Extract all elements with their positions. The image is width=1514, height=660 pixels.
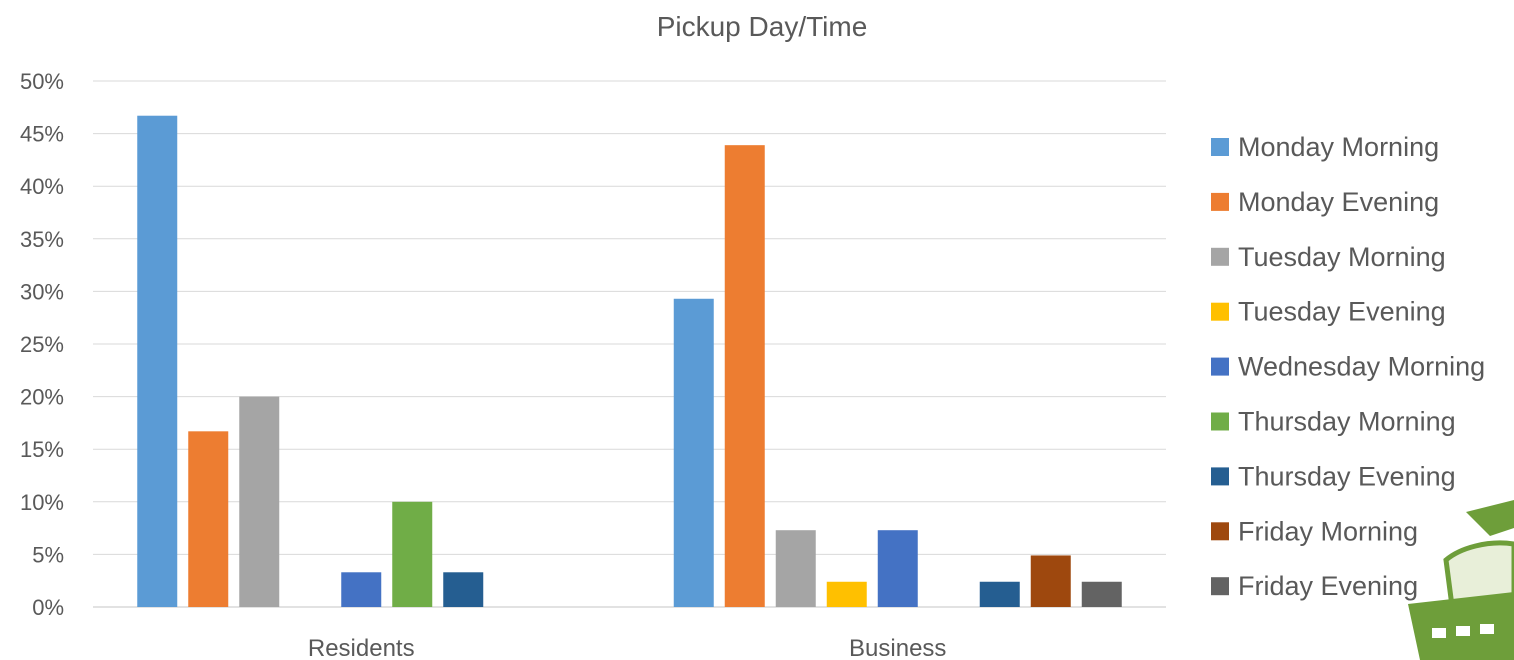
category-label: Business: [849, 635, 946, 660]
legend-label: Thursday Evening: [1238, 461, 1456, 491]
legend-swatch: [1211, 302, 1229, 321]
y-tick-label: 30%: [20, 279, 64, 304]
legend-label: Thursday Morning: [1238, 407, 1456, 437]
bar: [188, 431, 229, 607]
shopping-basket-icon: [1408, 500, 1514, 660]
y-tick-label: 10%: [20, 490, 64, 515]
bar: [877, 530, 918, 607]
bar: [137, 115, 178, 607]
y-tick-label: 15%: [20, 437, 64, 462]
legend-swatch: [1211, 357, 1229, 376]
legend-swatch: [1211, 412, 1229, 431]
bar: [1030, 555, 1071, 607]
legend-label: Monday Morning: [1238, 132, 1439, 162]
legend-label: Tuesday Morning: [1238, 242, 1446, 272]
bar: [673, 298, 714, 607]
legend: Monday Morning Monday Evening Tuesday Morn…: [1211, 132, 1485, 601]
legend-label: Tuesday Evening: [1238, 297, 1446, 327]
bar: [724, 145, 765, 607]
bar: [775, 530, 816, 607]
category-label: Residents: [308, 635, 415, 660]
bar: [239, 396, 280, 607]
bar: [979, 581, 1020, 607]
y-tick-label: 35%: [20, 227, 64, 252]
y-tick-label: 50%: [20, 69, 64, 94]
legend-label: Monday Evening: [1238, 187, 1439, 217]
y-tick-label: 40%: [20, 174, 64, 199]
y-tick-label: 0%: [32, 595, 64, 620]
y-tick-label: 5%: [32, 542, 64, 567]
bar: [443, 572, 484, 607]
legend-swatch: [1211, 522, 1229, 541]
y-tick-label: 25%: [20, 332, 64, 357]
legend-swatch: [1211, 577, 1229, 596]
legend-swatch: [1211, 467, 1229, 486]
legend-label: Friday Morning: [1238, 516, 1418, 546]
bar: [341, 572, 382, 607]
legend-label: Wednesday Morning: [1238, 352, 1485, 382]
legend-swatch: [1211, 138, 1229, 156]
chart-title: Pickup Day/Time: [657, 11, 868, 42]
bar: [826, 581, 867, 607]
y-axis-ticks: 0% 5% 10% 15% 20% 25% 30% 35% 40% 45% 50%: [20, 69, 64, 620]
bar: [1081, 581, 1122, 607]
category-labels: Residents Business: [308, 635, 947, 660]
y-tick-label: 45%: [20, 122, 64, 147]
legend-swatch: [1211, 247, 1229, 266]
legend-swatch: [1211, 192, 1229, 211]
y-tick-label: 20%: [20, 385, 64, 410]
bar: [392, 501, 433, 607]
legend-label: Friday Evening: [1238, 571, 1418, 601]
bars: [137, 115, 1122, 607]
